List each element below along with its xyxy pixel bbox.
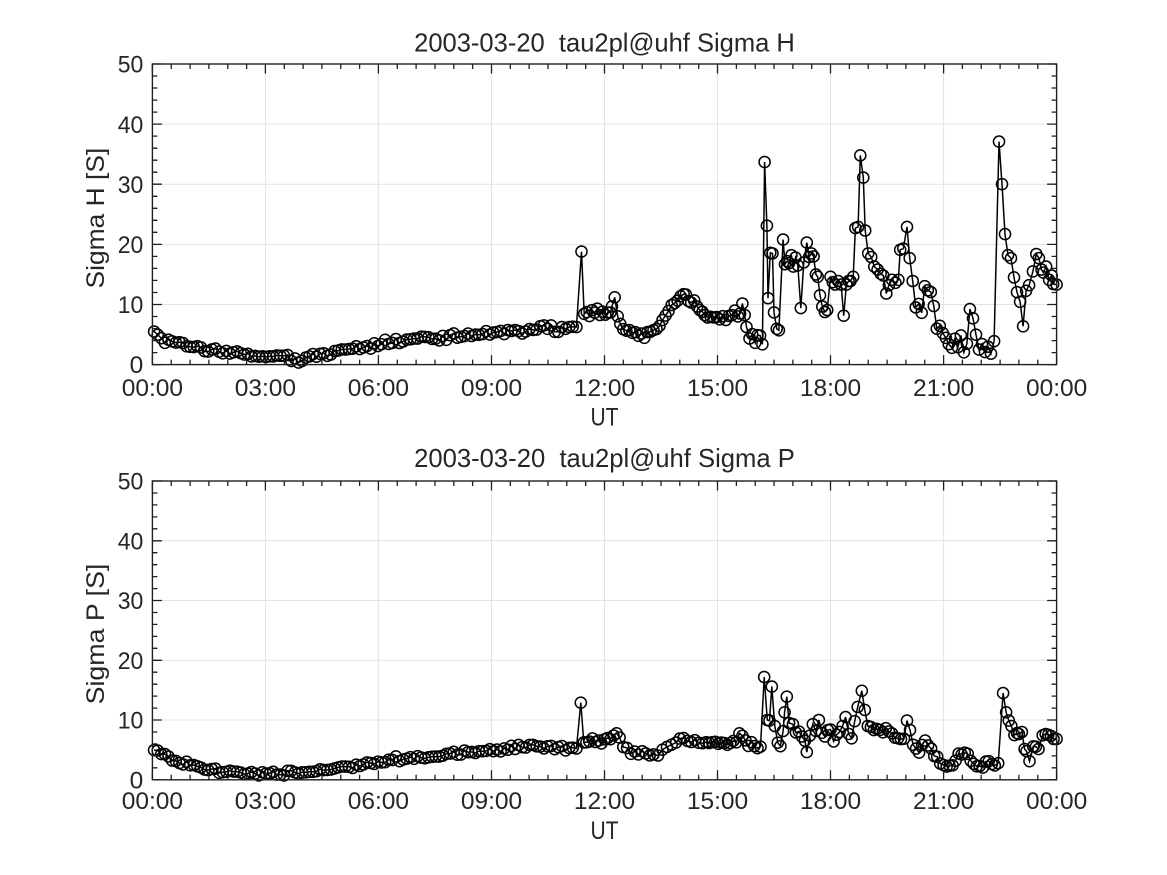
svg-text:0: 0 [130,352,144,379]
svg-text:Sigma P [S]: Sigma P [S] [82,564,110,705]
svg-text:00:00: 00:00 [1026,788,1087,815]
svg-text:40: 40 [118,528,144,555]
svg-text:03:00: 03:00 [235,375,296,402]
svg-text:UT: UT [591,403,619,431]
svg-text:50: 50 [118,469,144,496]
svg-text:40: 40 [118,112,144,139]
svg-text:09:00: 09:00 [461,788,522,815]
svg-text:21:00: 21:00 [913,375,974,402]
svg-text:06:00: 06:00 [348,788,409,815]
svg-text:10: 10 [118,292,144,319]
svg-text:06:00: 06:00 [348,375,409,402]
svg-text:12:00: 12:00 [574,375,635,402]
svg-text:30: 30 [118,588,144,615]
svg-text:15:00: 15:00 [687,788,748,815]
svg-text:18:00: 18:00 [800,375,861,402]
svg-text:20: 20 [118,648,144,675]
svg-text:0: 0 [130,767,144,794]
svg-text:2003-03-20 tau2pl@uhf Sigma P: 2003-03-20 tau2pl@uhf Sigma P [414,445,795,473]
svg-text:Sigma H [S]: Sigma H [S] [82,148,110,289]
svg-text:21:00: 21:00 [913,788,974,815]
svg-text:30: 30 [118,172,144,199]
svg-text:10: 10 [118,708,144,735]
svg-text:18:00: 18:00 [800,788,861,815]
svg-text:00:00: 00:00 [122,375,183,402]
svg-text:50: 50 [118,52,144,79]
svg-text:2003-03-20 tau2pl@uhf Sigma H: 2003-03-20 tau2pl@uhf Sigma H [414,30,795,58]
svg-text:15:00: 15:00 [687,375,748,402]
svg-text:UT: UT [591,817,619,845]
svg-text:12:00: 12:00 [574,788,635,815]
svg-text:03:00: 03:00 [235,788,296,815]
svg-text:09:00: 09:00 [461,375,522,402]
svg-text:20: 20 [118,232,144,259]
svg-text:00:00: 00:00 [1026,375,1087,402]
svg-text:00:00: 00:00 [122,788,183,815]
